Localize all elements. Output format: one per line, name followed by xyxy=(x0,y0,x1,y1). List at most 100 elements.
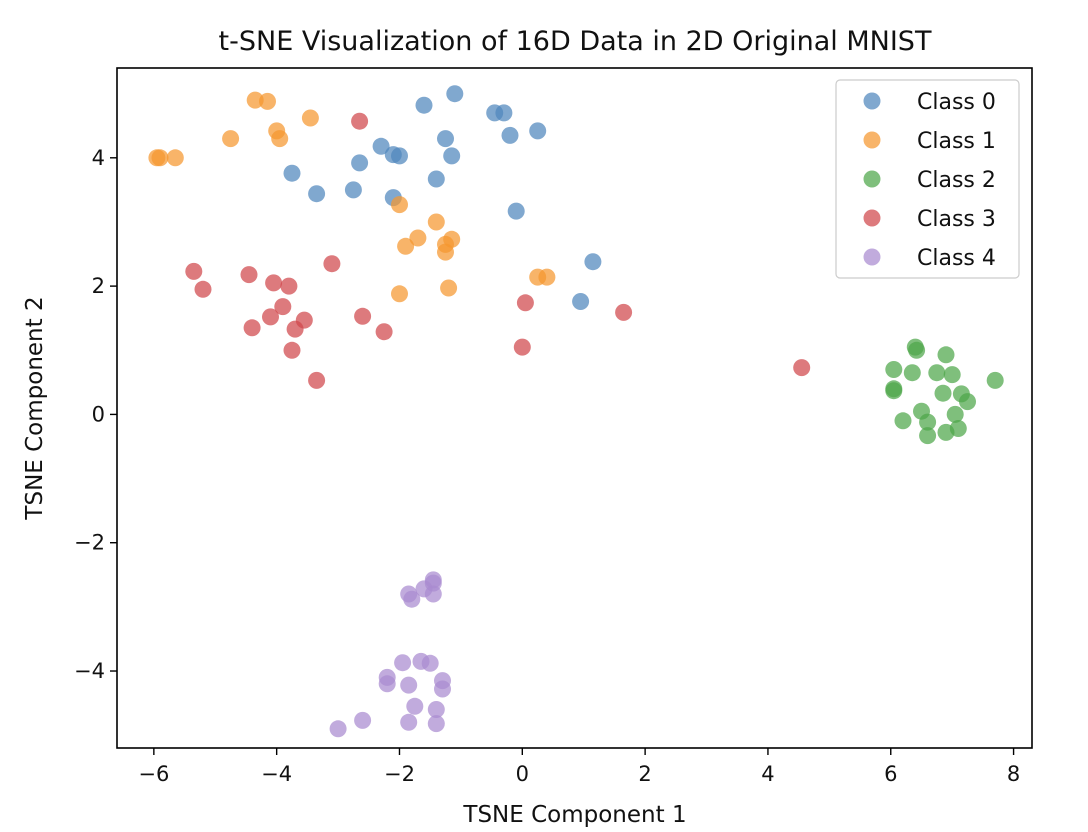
data-point xyxy=(919,427,937,445)
x-tick-label: −4 xyxy=(261,762,292,786)
y-tick-label: 0 xyxy=(92,402,105,426)
data-point xyxy=(421,654,439,672)
data-point xyxy=(259,92,276,110)
legend-label: Class 0 xyxy=(917,90,996,115)
data-point xyxy=(391,285,408,303)
data-point xyxy=(262,308,279,326)
data-point xyxy=(400,713,418,731)
y-axis-label: TSNE Component 2 xyxy=(22,296,48,520)
legend-marker xyxy=(863,170,881,188)
data-point xyxy=(274,298,292,316)
data-point xyxy=(793,359,811,377)
data-point xyxy=(375,323,393,341)
legend-label: Class 1 xyxy=(917,129,996,154)
legend-marker xyxy=(863,92,881,110)
data-point xyxy=(378,675,396,693)
data-point xyxy=(406,697,424,715)
data-point xyxy=(265,274,283,292)
legend-box xyxy=(835,79,1020,279)
x-axis: −6 −4 −2 0 2 4 6 8 xyxy=(138,748,1020,786)
data-point xyxy=(394,654,412,672)
data-point xyxy=(959,393,976,411)
x-tick-label: 0 xyxy=(516,762,529,786)
series-class-1 xyxy=(148,91,556,303)
legend-item: Class 4 xyxy=(863,246,996,271)
data-point xyxy=(391,147,408,165)
legend-label: Class 3 xyxy=(917,207,996,232)
data-point xyxy=(937,423,955,441)
x-tick-label: 8 xyxy=(1007,762,1020,786)
data-point xyxy=(166,149,184,167)
data-point xyxy=(344,181,362,199)
data-point xyxy=(280,277,298,295)
data-point xyxy=(943,366,961,384)
data-point xyxy=(919,413,937,431)
data-point xyxy=(286,320,304,338)
data-point xyxy=(443,147,461,165)
legend-label: Class 2 xyxy=(917,168,996,193)
y-axis: −4 −2 0 2 4 xyxy=(74,146,117,683)
series-class-2 xyxy=(885,338,1004,445)
y-tick-label: 2 xyxy=(92,274,105,298)
data-point xyxy=(283,341,301,359)
series-class-4 xyxy=(329,571,451,738)
data-point xyxy=(572,293,590,310)
data-point xyxy=(271,130,289,148)
x-tick-label: −2 xyxy=(384,762,415,786)
data-point xyxy=(351,154,369,172)
data-point xyxy=(437,243,454,261)
x-tick-label: 4 xyxy=(761,762,774,786)
data-point xyxy=(424,585,442,603)
data-point xyxy=(937,346,955,364)
y-tick-label: −2 xyxy=(74,531,105,555)
data-point xyxy=(894,412,912,430)
data-point xyxy=(409,229,427,247)
legend-item: Class 0 xyxy=(863,90,996,115)
data-point xyxy=(372,137,390,155)
data-point xyxy=(437,130,454,148)
y-tick-label: −4 xyxy=(74,659,105,683)
series-class-3 xyxy=(185,112,811,389)
chart-title: t-SNE Visualization of 16D Data in 2D Or… xyxy=(219,26,932,57)
data-point xyxy=(308,371,326,389)
data-point xyxy=(903,364,921,382)
data-point xyxy=(240,266,258,284)
legend-item: Class 2 xyxy=(863,168,996,193)
data-point xyxy=(151,149,169,167)
data-point xyxy=(495,104,513,122)
data-point xyxy=(427,213,445,231)
plot-area xyxy=(116,67,1033,749)
data-point xyxy=(351,112,369,130)
data-point xyxy=(427,170,445,188)
data-point xyxy=(885,361,903,378)
data-point xyxy=(415,96,433,114)
data-point xyxy=(513,338,531,356)
legend-marker xyxy=(863,131,881,149)
data-point xyxy=(403,590,421,608)
data-point xyxy=(440,279,458,297)
legend-label: Class 4 xyxy=(917,246,996,271)
data-point xyxy=(434,680,451,698)
data-point xyxy=(243,319,261,337)
data-point xyxy=(354,711,372,729)
data-point xyxy=(301,109,319,127)
data-point xyxy=(246,91,264,109)
x-tick-label: −6 xyxy=(138,762,169,786)
y-tick-label: 4 xyxy=(92,146,105,170)
data-point xyxy=(529,122,547,140)
x-tick-label: 2 xyxy=(638,762,651,786)
data-point xyxy=(400,676,418,694)
legend-marker xyxy=(863,209,881,227)
legend: Class 0 Class 1 Class 2 Class 3 Class 4 xyxy=(835,79,1020,279)
legend-item: Class 3 xyxy=(863,207,996,232)
data-point xyxy=(946,405,964,423)
data-point xyxy=(615,303,633,321)
data-point xyxy=(194,280,212,298)
data-point xyxy=(584,253,602,271)
data-point xyxy=(501,126,519,144)
data-point xyxy=(934,384,952,402)
data-point xyxy=(908,341,926,359)
data-point xyxy=(446,85,464,103)
